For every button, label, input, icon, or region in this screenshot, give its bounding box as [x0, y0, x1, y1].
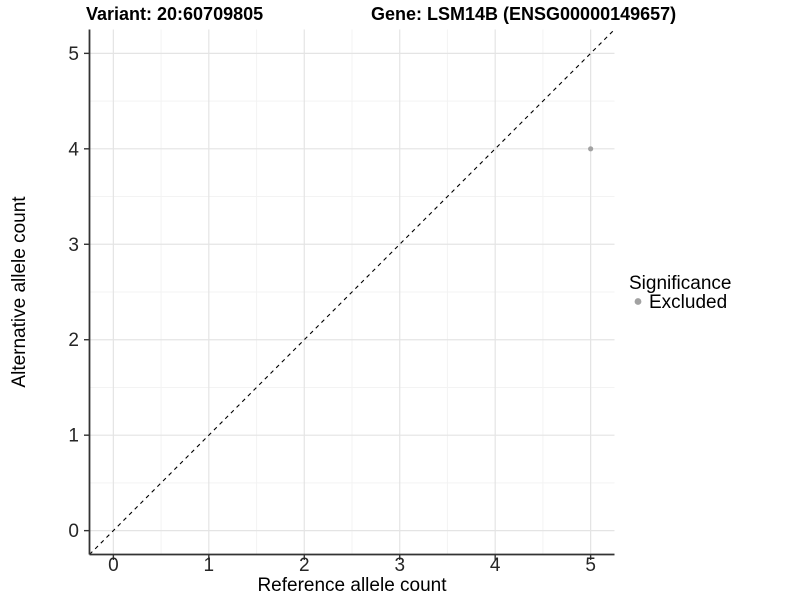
x-tick-label: 5	[585, 555, 596, 576]
y-tick-label: 2	[68, 330, 79, 351]
x-tick-label: 2	[299, 555, 310, 576]
y-tick-label: 0	[68, 521, 79, 542]
plot-panel: 0 1 2 3 4 5 0 1 2 3 4 5	[68, 29, 615, 576]
y-axis-title: Alternative allele count	[9, 196, 30, 388]
x-tick-label: 1	[204, 555, 215, 576]
identity-line	[89, 29, 615, 555]
x-tick-label: 4	[490, 555, 501, 576]
x-axis-title: Reference allele count	[257, 575, 447, 596]
legend-item-label: Excluded	[649, 292, 727, 313]
y-tick-label: 1	[68, 426, 79, 447]
y-tick-label: 5	[68, 44, 79, 65]
y-tick-label: 3	[68, 235, 79, 256]
data-point	[588, 146, 594, 152]
legend-point-swatch-icon	[634, 298, 642, 305]
y-tick-label: 4	[68, 139, 79, 160]
x-tick-label: 0	[108, 555, 119, 576]
x-tick-label: 3	[394, 555, 405, 576]
variant-title: Variant: 20:60709805	[86, 4, 263, 24]
gene-title: Gene: LSM14B (ENSG00000149657)	[371, 4, 676, 24]
legend-title: Significance	[629, 273, 731, 294]
legend-item: Excluded	[634, 292, 727, 313]
legend: Significance Excluded	[629, 273, 731, 313]
